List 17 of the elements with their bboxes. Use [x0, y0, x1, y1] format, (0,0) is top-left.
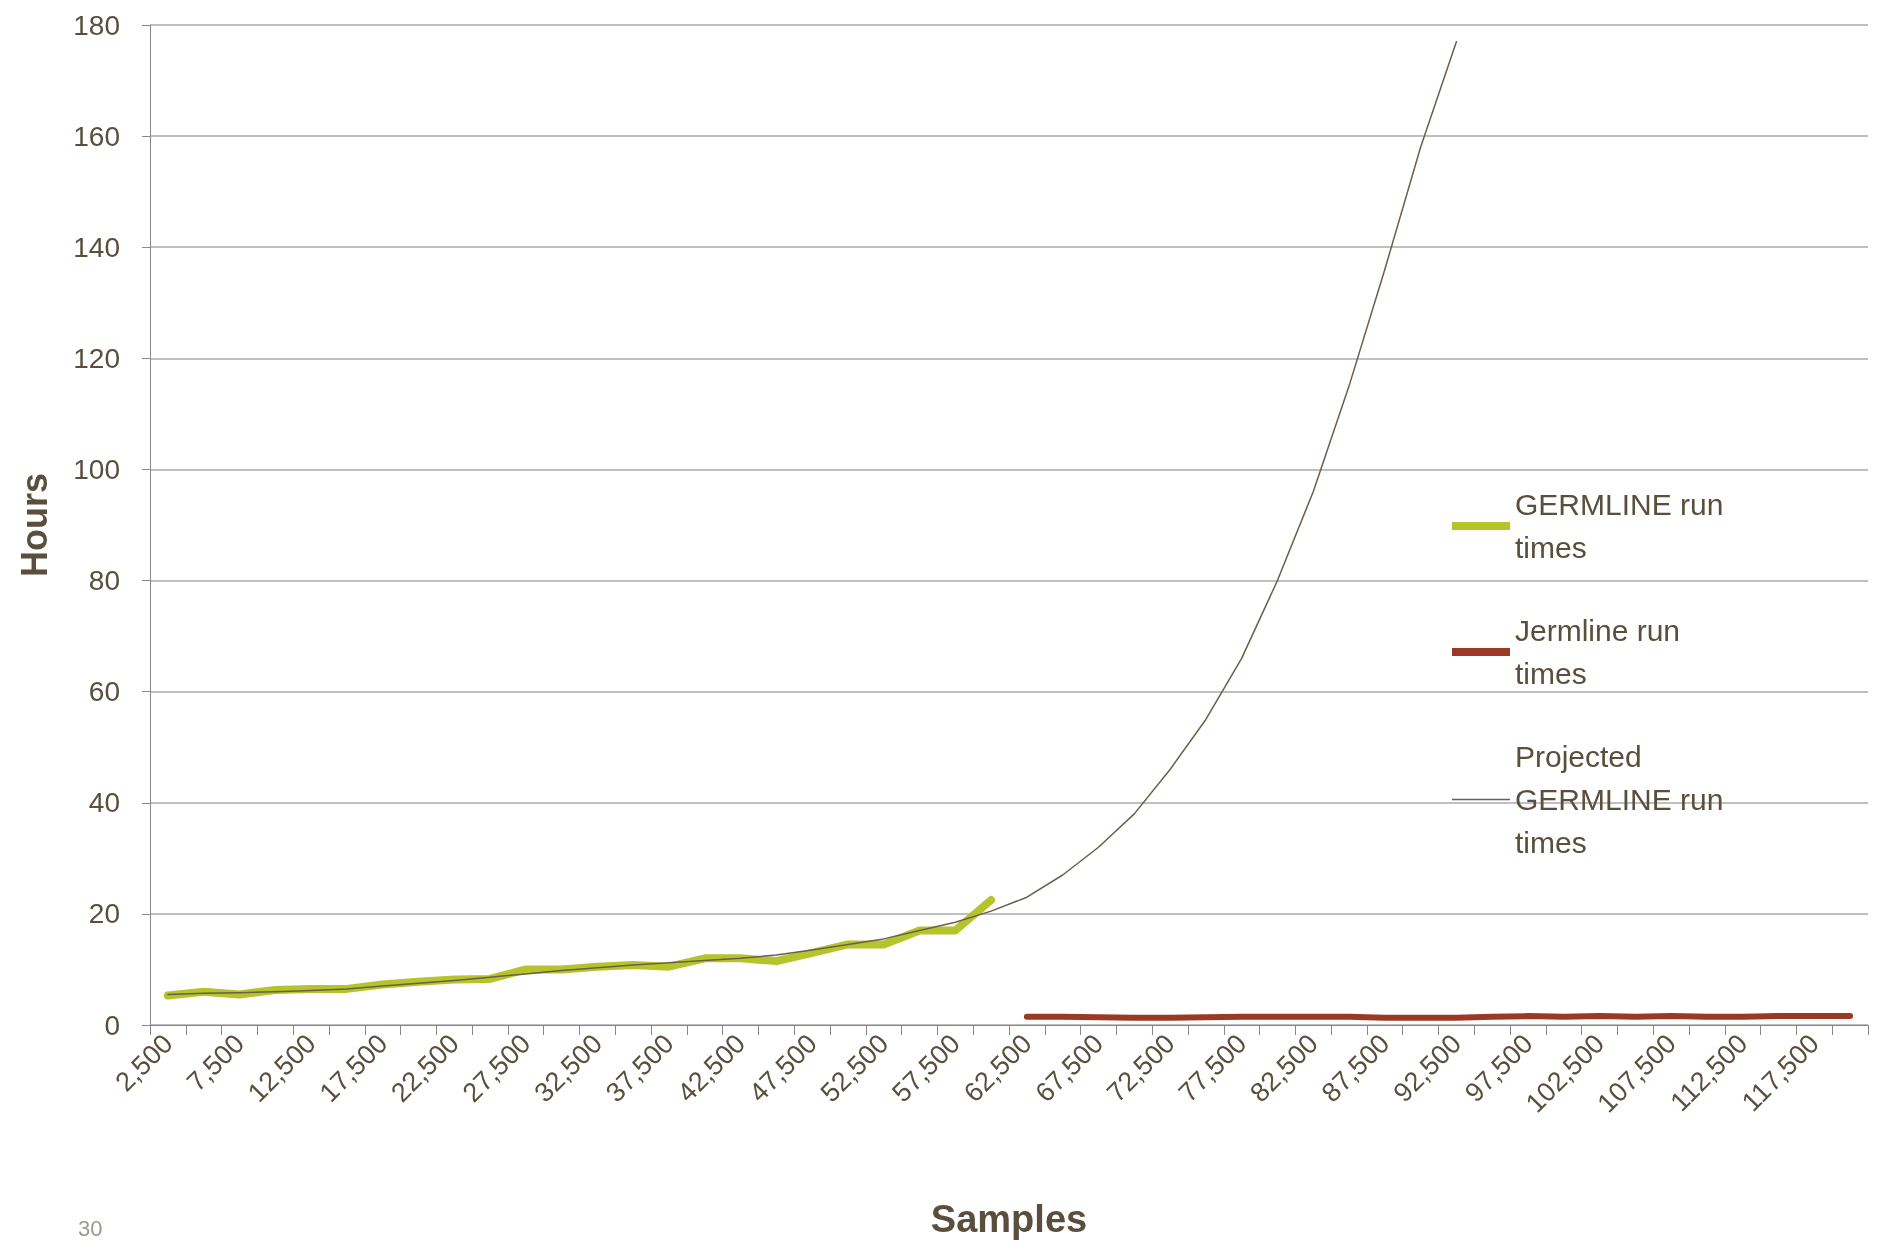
y-tick-label: 160 — [73, 120, 120, 152]
line-series — [167, 40, 1458, 996]
y-tick-label: 20 — [88, 898, 120, 930]
y-tick-label: 40 — [88, 787, 120, 819]
legend-label: Jermline run times — [1515, 614, 1689, 690]
legend-label: Projected GERMLINE run times — [1515, 740, 1732, 859]
legend-label: GERMLINE run times — [1515, 488, 1732, 564]
y-tick-label: 140 — [73, 231, 120, 263]
y-axis-title: Hours — [13, 472, 55, 578]
text: 30 — [78, 1215, 103, 1241]
x-axis-title: Samples — [930, 1198, 1088, 1240]
y-tick-label: 60 — [88, 676, 120, 708]
y-tick-label: 0 — [104, 1009, 120, 1041]
y-tick-label: 80 — [88, 565, 120, 597]
y-tick-label: 100 — [73, 453, 120, 485]
y-tick-label: 180 — [73, 9, 120, 41]
y-tick-label: 120 — [73, 342, 120, 374]
